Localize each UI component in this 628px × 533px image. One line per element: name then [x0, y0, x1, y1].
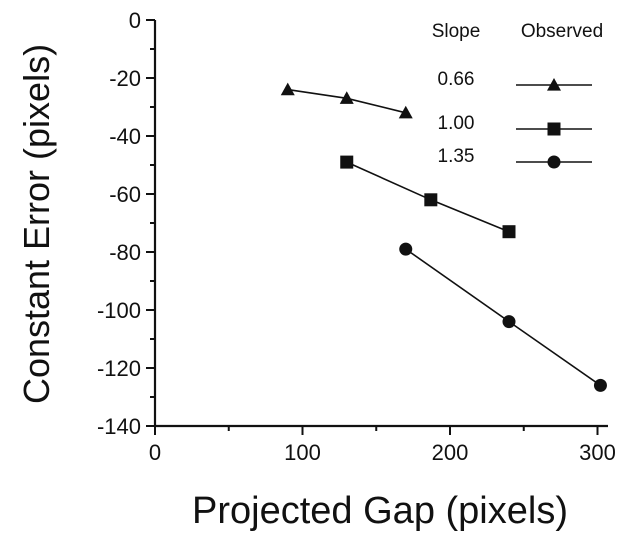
series-line: [405, 248, 601, 387]
series-circle: [399, 242, 607, 392]
data-point-triangle: [339, 91, 354, 104]
y-tick-label: -60: [109, 182, 141, 207]
x-ticks: 0 100 200 300: [149, 426, 616, 465]
legend-marker-triangle: [547, 78, 561, 91]
data-point-circle: [399, 242, 413, 256]
data-point-circle: [593, 378, 607, 392]
y-tick-label: -120: [97, 356, 141, 381]
data-point-triangle: [280, 82, 295, 96]
data-point-square: [340, 155, 354, 169]
x-tick-label: 0: [149, 440, 161, 465]
data-point-square: [424, 193, 438, 207]
y-tick-label: -80: [109, 240, 141, 265]
series-square: [340, 155, 516, 239]
y-tick-label: -20: [109, 66, 141, 91]
legend-entries: 0.66 1.00 1.35: [438, 69, 592, 169]
legend-slope-label: 1.00: [438, 113, 475, 134]
y-tick-label: 0: [129, 8, 141, 33]
x-tick-label: 200: [432, 440, 469, 465]
axes: [153, 20, 608, 428]
legend-marker-square: [547, 122, 561, 136]
series-group: [280, 82, 607, 392]
data-point-circle: [502, 315, 516, 329]
x-tick-label: 100: [284, 440, 321, 465]
legend-header-slope: Slope: [432, 21, 481, 42]
legend-header-observed: Observed: [521, 21, 603, 42]
x-axis-title: Projected Gap (pixels): [192, 490, 568, 532]
y-ticks: 0 -20 -40 -60 -80 -100 -120 -140: [97, 8, 155, 439]
legend: Slope Observed 0.66 1.00 1.35: [432, 21, 603, 169]
legend-slope-label: 0.66: [438, 69, 475, 90]
legend-marker-circle: [547, 155, 561, 169]
legend-slope-label: 1.35: [438, 146, 475, 167]
y-tick-label: -100: [97, 298, 141, 323]
x-tick-label: 300: [579, 440, 616, 465]
series-triangle: [280, 82, 413, 119]
y-tick-label: -40: [109, 124, 141, 149]
y-axis-title: Constant Error (pixels): [16, 44, 57, 404]
data-point-square: [502, 225, 516, 239]
y-tick-label: -140: [97, 414, 141, 439]
data-point-triangle: [398, 105, 413, 119]
